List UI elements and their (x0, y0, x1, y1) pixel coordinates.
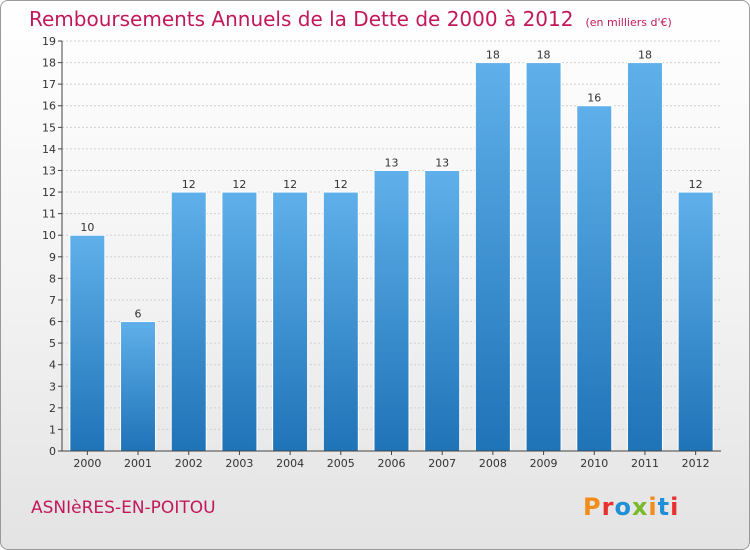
data-label: 12 (283, 178, 297, 191)
chart-title-block: Remboursements Annuels de la Dette de 20… (29, 7, 672, 31)
bar (170, 191, 207, 452)
y-tick-label: 11 (42, 208, 56, 221)
y-tick-label: 18 (42, 57, 56, 70)
chart-subtitle: (en milliers d'€) (585, 16, 672, 29)
y-tick-label: 17 (42, 78, 56, 91)
proxiti-logo: Proxiti (583, 493, 679, 521)
bar (69, 234, 106, 452)
y-tick-label: 6 (49, 316, 56, 329)
x-tick-label: 2009 (530, 457, 558, 470)
y-tick-label: 8 (49, 272, 56, 285)
bar (322, 191, 359, 452)
data-label: 13 (385, 156, 399, 169)
chart-title: Remboursements Annuels de la Dette de 20… (29, 7, 574, 31)
x-tick-label: 2008 (479, 457, 507, 470)
y-tick-label: 0 (49, 445, 56, 458)
data-label: 6 (135, 308, 142, 321)
bar (373, 169, 410, 452)
y-tick-label: 2 (49, 402, 56, 415)
bar (525, 62, 562, 452)
y-tick-label: 1 (49, 423, 56, 436)
data-label: 18 (486, 49, 500, 62)
y-tick-label: 13 (42, 164, 56, 177)
x-tick-label: 2006 (378, 457, 406, 470)
data-label: 18 (638, 49, 652, 62)
y-tick-label: 16 (42, 100, 56, 113)
x-tick-label: 2005 (327, 457, 355, 470)
y-tick-label: 7 (49, 294, 56, 307)
x-tick-label: 2010 (580, 457, 608, 470)
x-tick-label: 2011 (631, 457, 659, 470)
data-label: 12 (334, 178, 348, 191)
logo-letter: P (583, 493, 602, 521)
x-tick-label: 2001 (124, 457, 152, 470)
logo-letter: i (648, 493, 658, 521)
bar (576, 105, 613, 452)
logo-letter: r (601, 493, 615, 521)
bar (120, 321, 157, 452)
y-tick-label: 4 (49, 359, 56, 372)
bar (677, 191, 714, 452)
y-tick-label: 5 (49, 337, 56, 350)
logo-letter: x (631, 493, 649, 521)
x-tick-label: 2003 (225, 457, 253, 470)
bar (272, 191, 309, 452)
x-tick-label: 2012 (682, 457, 710, 470)
commune-name: ASNIèRES-EN-POITOU (31, 498, 216, 518)
x-tick-label: 2000 (73, 457, 101, 470)
y-tick-label: 15 (42, 121, 56, 134)
y-tick-label: 10 (42, 229, 56, 242)
x-tick-label: 2002 (175, 457, 203, 470)
y-tick-label: 14 (42, 143, 56, 156)
bar (221, 191, 258, 452)
logo-letter: t (657, 493, 671, 521)
bar (424, 169, 461, 452)
data-label: 16 (587, 92, 601, 105)
data-label: 12 (689, 178, 703, 191)
y-tick-label: 19 (42, 35, 56, 48)
y-tick-label: 3 (49, 380, 56, 393)
bar (626, 62, 663, 452)
logo-letter: i (670, 493, 680, 521)
data-label: 12 (182, 178, 196, 191)
logo-letter: o (614, 493, 632, 521)
x-tick-label: 2004 (276, 457, 304, 470)
data-label: 12 (232, 178, 246, 191)
x-tick-label: 2007 (428, 457, 456, 470)
y-tick-label: 12 (42, 186, 56, 199)
data-label: 10 (80, 221, 94, 234)
y-tick-label: 9 (49, 251, 56, 264)
bar (474, 62, 511, 452)
data-label: 13 (435, 156, 449, 169)
data-label: 18 (537, 49, 551, 62)
